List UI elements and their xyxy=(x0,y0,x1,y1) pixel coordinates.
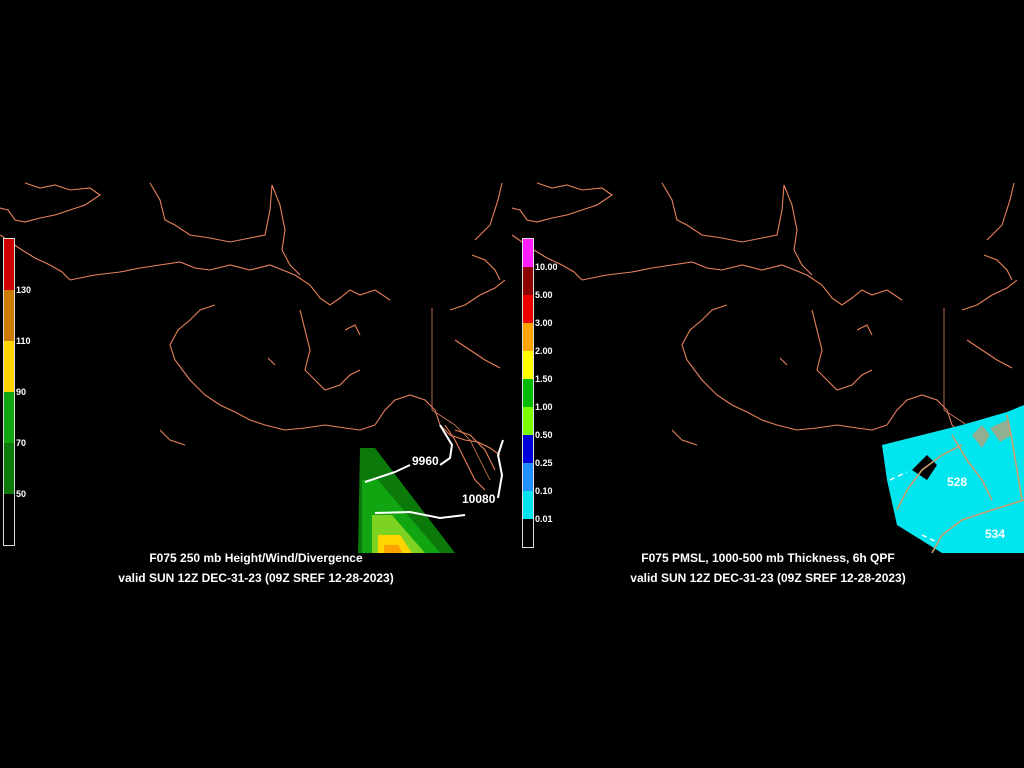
valid-time: valid SUN 12Z DEC-31-23 (09Z SREF 12-28-… xyxy=(630,571,906,585)
colorbar-segment xyxy=(523,379,533,407)
height-wind-divergence-panel: 9960 10080 130 110 90 70 50 F075 250 mb Heig… xyxy=(0,180,512,590)
colorbar-segment xyxy=(523,463,533,491)
alaska-map-left: 9960 10080 xyxy=(0,182,506,553)
contour-label-10080: 10080 xyxy=(462,492,496,506)
pmsl-thickness-qpf-panel: 528 534 10.00 5.00 3.00 2.00 1.50 1.00 0.50 0.2… xyxy=(512,180,1024,590)
colorbar-label: 90 xyxy=(16,387,27,397)
colorbar-label: 0.10 xyxy=(535,486,553,496)
colorbar-segment xyxy=(523,435,533,463)
height-contours xyxy=(364,424,504,520)
panel-title: F075 PMSL, 1000-500 mb Thickness, 6h QPF xyxy=(641,551,895,565)
colorbar-segment xyxy=(523,295,533,323)
colorbar-label: 5.00 xyxy=(535,290,553,300)
colorbar-segment xyxy=(4,392,14,443)
colorbar-label: 1.50 xyxy=(535,374,553,384)
colorbar-label: 70 xyxy=(16,438,27,448)
colorbar-label: 1.00 xyxy=(535,402,553,412)
contour-label-528: 528 xyxy=(947,475,967,489)
thickness-contours xyxy=(889,471,938,543)
pmsl-contours xyxy=(896,414,1024,554)
colorbar-segment xyxy=(4,341,14,392)
colorbar-segment xyxy=(523,407,533,435)
coastlines xyxy=(0,182,506,491)
colorbar-segment xyxy=(4,443,14,494)
qpf-colorbar: 10.00 5.00 3.00 2.00 1.50 1.00 0.50 0.25 0.10 0.0… xyxy=(522,238,558,548)
colorbar-label: 0.50 xyxy=(535,430,553,440)
colorbar-label: 2.00 xyxy=(535,346,553,356)
colorbar-segment xyxy=(4,239,14,290)
colorbar-label: 110 xyxy=(16,336,31,346)
colorbar-segment xyxy=(4,290,14,341)
colorbar-segment xyxy=(523,519,533,547)
panel-title: F075 250 mb Height/Wind/Divergence xyxy=(149,551,363,565)
wind-speed-shading xyxy=(358,448,455,553)
colorbar-segment xyxy=(523,351,533,379)
colorbar-label: 50 xyxy=(16,489,27,499)
contour-label-534: 534 xyxy=(985,527,1005,541)
contour-label-9960: 9960 xyxy=(412,454,439,468)
colorbar-segment xyxy=(523,239,533,267)
colorbar-segment xyxy=(4,494,14,545)
colorbar-label: 3.00 xyxy=(535,318,553,328)
colorbar-segment xyxy=(523,323,533,351)
colorbar-label: 0.25 xyxy=(535,458,553,468)
colorbar-label: 10.00 xyxy=(535,262,558,272)
valid-time: valid SUN 12Z DEC-31-23 (09Z SREF 12-28-… xyxy=(118,571,394,585)
colorbar-segment xyxy=(523,267,533,295)
colorbar-segment xyxy=(523,491,533,519)
alaska-map-right: 528 534 xyxy=(512,182,1024,554)
wind-speed-colorbar: 130 110 90 70 50 xyxy=(3,238,31,546)
colorbar-label: 130 xyxy=(16,285,32,295)
colorbar-label: 0.01 xyxy=(535,514,553,524)
